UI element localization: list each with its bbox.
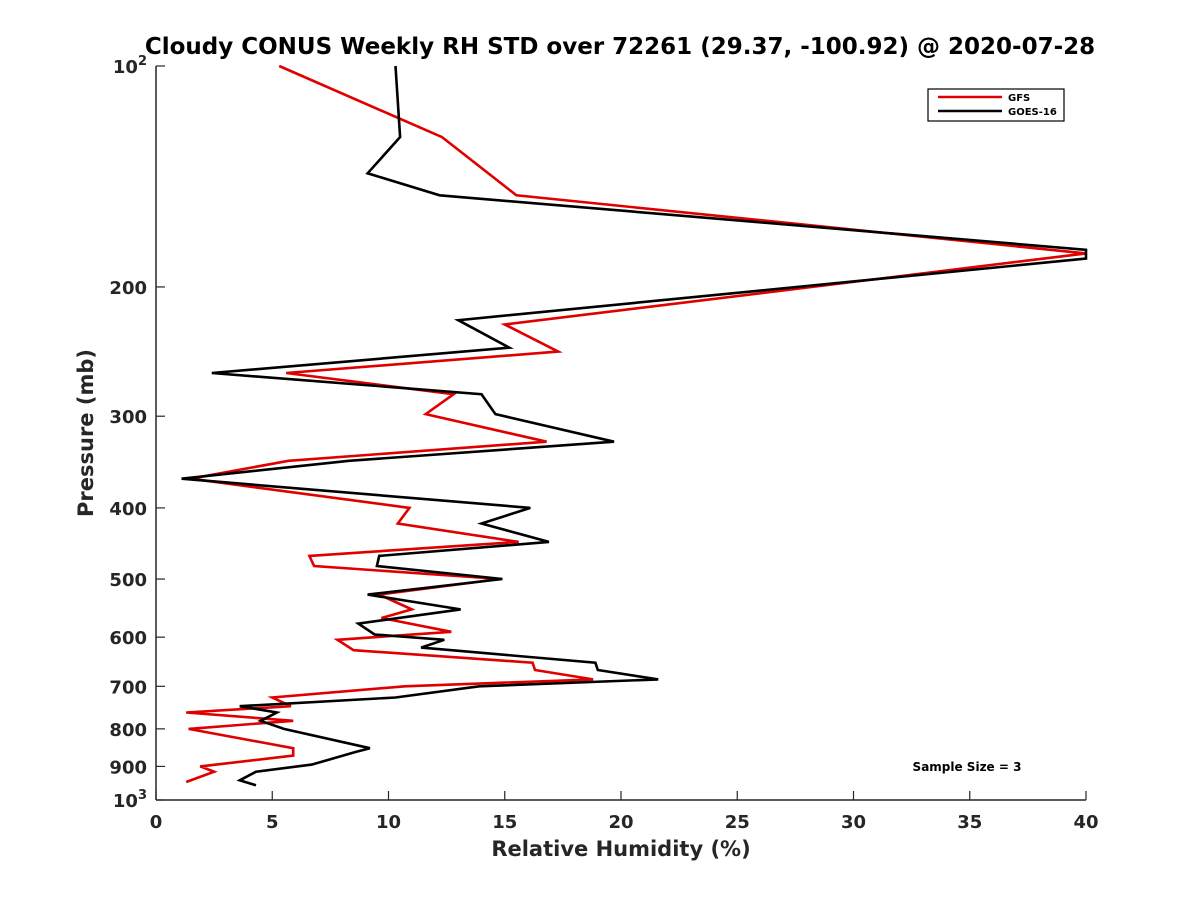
legend-label: GOES-16: [1008, 107, 1057, 118]
x-tick-label: 15: [492, 812, 517, 833]
x-tick-label: 0: [150, 812, 163, 833]
y-tick-label: 900: [109, 757, 147, 778]
y-axis-label: Pressure (mb): [74, 349, 98, 517]
x-axis-label: Relative Humidity (%): [491, 837, 750, 861]
x-tick-label: 30: [841, 812, 866, 833]
x-tick-label: 40: [1073, 812, 1098, 833]
legend-box: [927, 88, 1065, 122]
y-tick-label: 600: [109, 628, 147, 649]
y-tick-label: 200: [109, 278, 147, 299]
y-tick-label: 300: [109, 407, 147, 428]
x-tick-label: 25: [725, 812, 750, 833]
chart-title: Cloudy CONUS Weekly RH STD over 72261 (2…: [145, 34, 1095, 60]
series-line-gfs: [185, 64, 1087, 784]
legend-label: GFS: [1008, 93, 1030, 104]
y-tick-label: 700: [109, 677, 147, 698]
y-tick-label: 500: [109, 570, 147, 591]
sample-size-annotation: Sample Size = 3: [913, 760, 1022, 774]
series-line-goes-16: [181, 65, 1088, 787]
y-tick-label: 400: [109, 499, 147, 520]
y-tick-label: 103: [113, 788, 147, 812]
axes: 0 5 10 15 20 25 30 35 40 102 200 300 400 500 600 700 800…: [109, 54, 1098, 833]
x-tick-label: 5: [266, 812, 279, 833]
x-tick-label: 20: [608, 812, 633, 833]
x-tick-label: 10: [376, 812, 401, 833]
y-tick-label: 800: [109, 720, 147, 741]
y-tick-label: 102: [113, 54, 147, 78]
legend: GFS GOES-16: [927, 88, 1065, 122]
x-tick-label: 35: [957, 812, 982, 833]
plot-area: [181, 64, 1088, 787]
